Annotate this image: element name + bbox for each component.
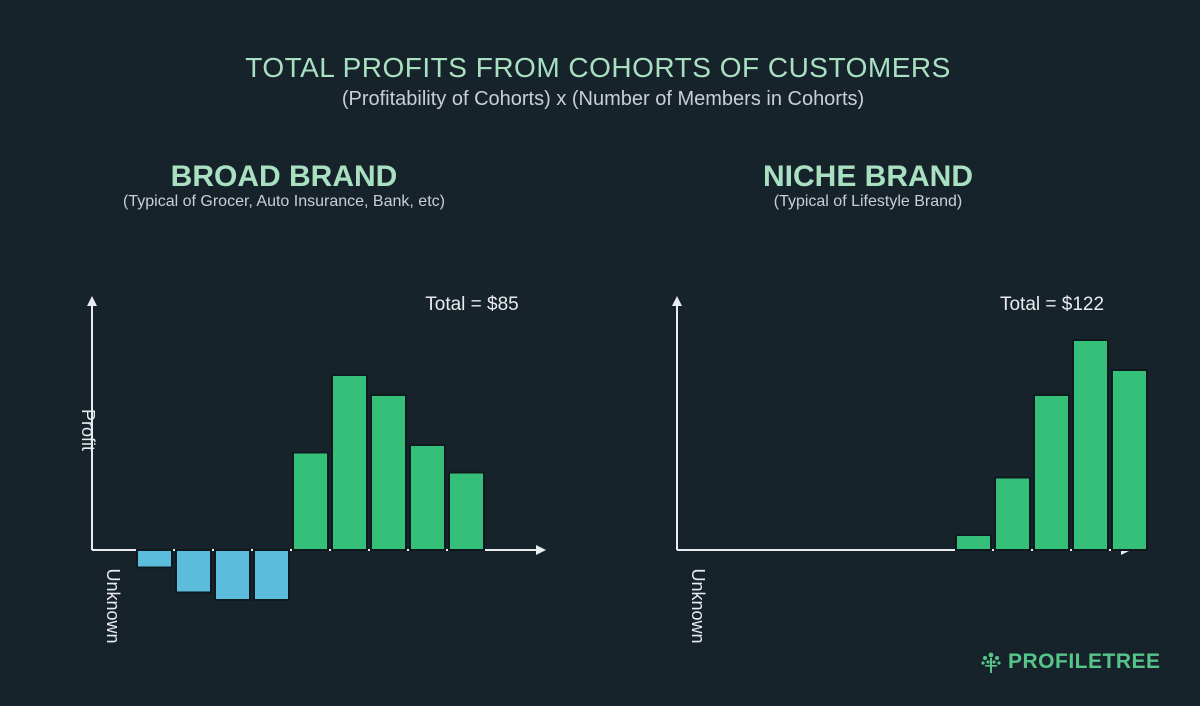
broad-x-axis-label: Unknown: [103, 568, 123, 643]
niche-total-label: Total = $122: [1000, 294, 1104, 315]
broad-brand-chart: Total = $85 Profit Unknown: [78, 294, 546, 644]
tree-icon: [981, 652, 1001, 673]
broad-y-axis-label: Profit: [78, 409, 98, 451]
broad-bar-1: [136, 549, 173, 569]
niche-x-axis-label: Unknown: [688, 568, 708, 643]
profiletree-logo: PROFILETREE: [980, 650, 1161, 674]
broad-chart-subtitle: (Typical of Grocer, Auto Insurance, Bank…: [123, 193, 445, 210]
broad-bar-6: [331, 374, 368, 551]
niche-bars: [955, 339, 1148, 551]
broad-chart-title: BROAD BRAND: [170, 160, 398, 193]
broad-bars: [136, 374, 485, 601]
niche-bar-10: [1072, 339, 1109, 551]
broad-bar-5: [292, 451, 329, 551]
broad-total-label: Total = $85: [425, 294, 519, 315]
broad-bar-4: [253, 549, 290, 601]
niche-bar-7: [955, 534, 992, 551]
page-title: TOTAL PROFITS FROM COHORTS OF CUSTOMERS: [245, 52, 951, 83]
niche-bar-11: [1111, 369, 1148, 551]
logo-text: PROFILETREE: [1008, 650, 1161, 673]
niche-chart-title: NICHE BRAND: [763, 160, 973, 193]
page-subtitle: (Profitability of Cohorts) x (Number of …: [341, 88, 865, 110]
broad-bar-2: [175, 549, 212, 594]
broad-bar-7: [370, 394, 407, 551]
broad-bar-9: [448, 471, 485, 551]
broad-bar-8: [409, 444, 446, 551]
broad-x-axis-arrow: [536, 545, 546, 555]
niche-chart-subtitle: (Typical of Lifestyle Brand): [773, 193, 963, 210]
niche-bar-8: [994, 476, 1031, 551]
niche-bar-9: [1033, 394, 1070, 551]
niche-y-axis-arrow: [672, 296, 682, 306]
niche-brand-chart: Total = $122 Unknown: [672, 294, 1148, 644]
broad-y-axis-arrow: [87, 296, 97, 306]
broad-bar-3: [214, 549, 251, 601]
